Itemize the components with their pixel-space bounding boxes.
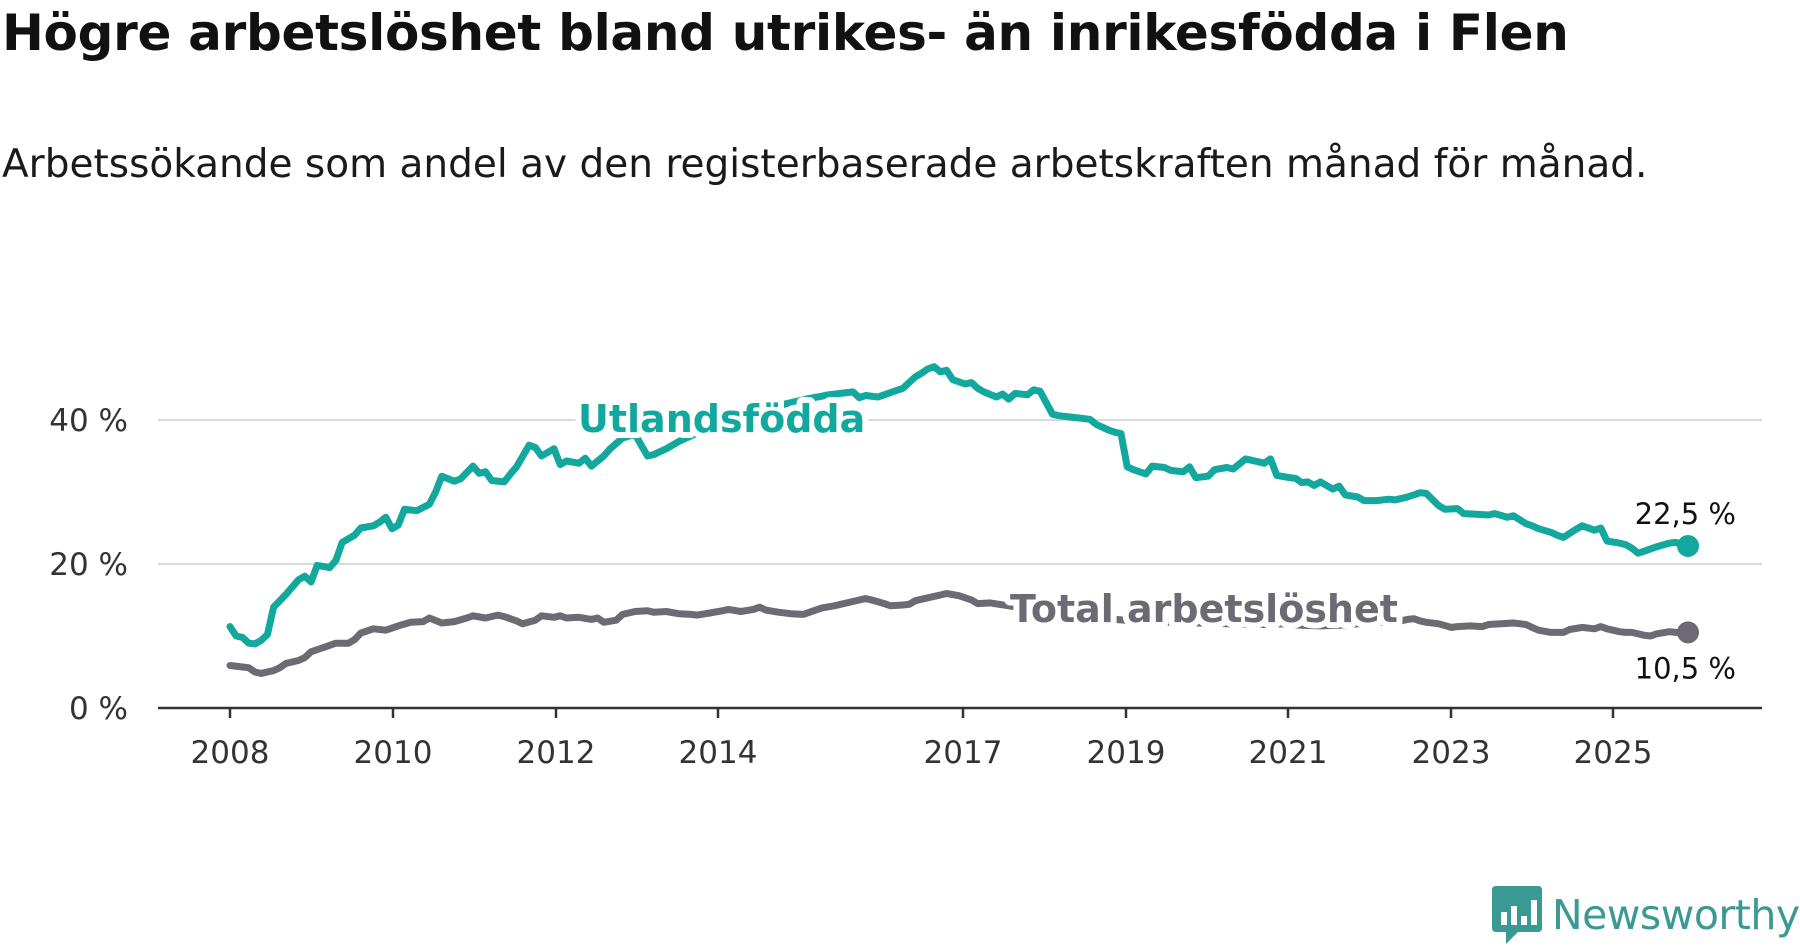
x-tick-label-2025: 2025 <box>1574 735 1653 771</box>
x-axis: 2008 2010 2012 2014 2017 2019 2021 2023 2025 <box>158 706 1762 771</box>
chart-subtitle: Arbetssökande som andel av den registerb… <box>2 142 1648 187</box>
series-line-1 <box>226 590 1692 677</box>
gridlines <box>158 419 1762 565</box>
x-tick-label-2017: 2017 <box>924 735 1003 771</box>
series-label-total-halo: Total arbetslöshet <box>1010 587 1398 631</box>
x-tick-label-2008: 2008 <box>191 735 270 771</box>
series-end-dot-1 <box>1677 621 1699 644</box>
y-tick-label-0: 0 % <box>69 691 128 727</box>
newsworthy-chart-icon <box>1492 886 1542 944</box>
y-tick-label-40: 40 % <box>49 403 128 439</box>
series-label-total: Total arbetslöshet <box>1010 587 1398 631</box>
series-end-dot-0 <box>1677 535 1699 557</box>
x-tick-label-2021: 2021 <box>1249 735 1328 771</box>
x-tick-label-2010: 2010 <box>354 735 433 771</box>
series-label-utlandsfodda: Utlandsfödda <box>578 397 865 441</box>
end-label-utlandsfodda: 22,5 % <box>1635 497 1736 531</box>
x-tick-label-2023: 2023 <box>1412 735 1491 771</box>
brand-name: Newsworthy <box>1552 891 1800 939</box>
y-axis-ticks: 0 % 20 % 40 % <box>49 403 128 727</box>
end-label-total: 10,5 % <box>1635 651 1736 685</box>
x-tick-label-2012: 2012 <box>517 735 596 771</box>
x-tick-label-2014: 2014 <box>679 735 758 771</box>
y-tick-label-20: 20 % <box>49 547 128 583</box>
series-lines <box>226 363 1699 677</box>
chart-title: Högre arbetslöshet bland utrikes- än inr… <box>2 4 1569 62</box>
x-tick-label-2019: 2019 <box>1087 735 1166 771</box>
series-line-0 <box>226 363 1692 648</box>
series-label-utlandsfodda-halo: Utlandsfödda <box>578 397 865 441</box>
newsworthy-logo: Newsworthy <box>1492 886 1800 944</box>
